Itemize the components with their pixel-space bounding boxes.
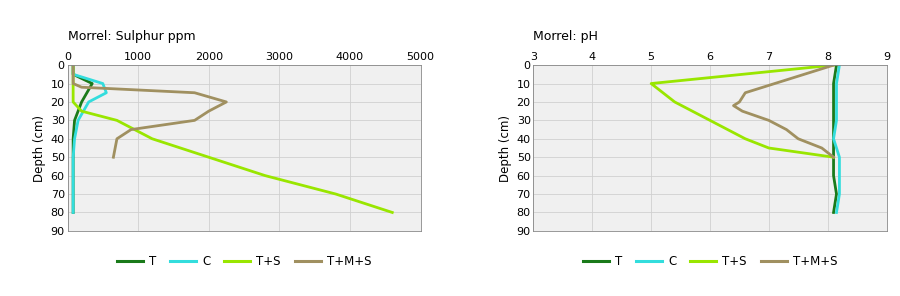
- Y-axis label: Depth (cm): Depth (cm): [500, 115, 512, 181]
- Text: Morrel: pH: Morrel: pH: [534, 30, 598, 43]
- Legend: T, C, T+S, T+M+S: T, C, T+S, T+M+S: [578, 250, 842, 273]
- Text: Morrel: Sulphur ppm: Morrel: Sulphur ppm: [68, 30, 195, 43]
- Legend: T, C, T+S, T+M+S: T, C, T+S, T+M+S: [112, 250, 376, 273]
- Y-axis label: Depth (cm): Depth (cm): [33, 115, 47, 181]
